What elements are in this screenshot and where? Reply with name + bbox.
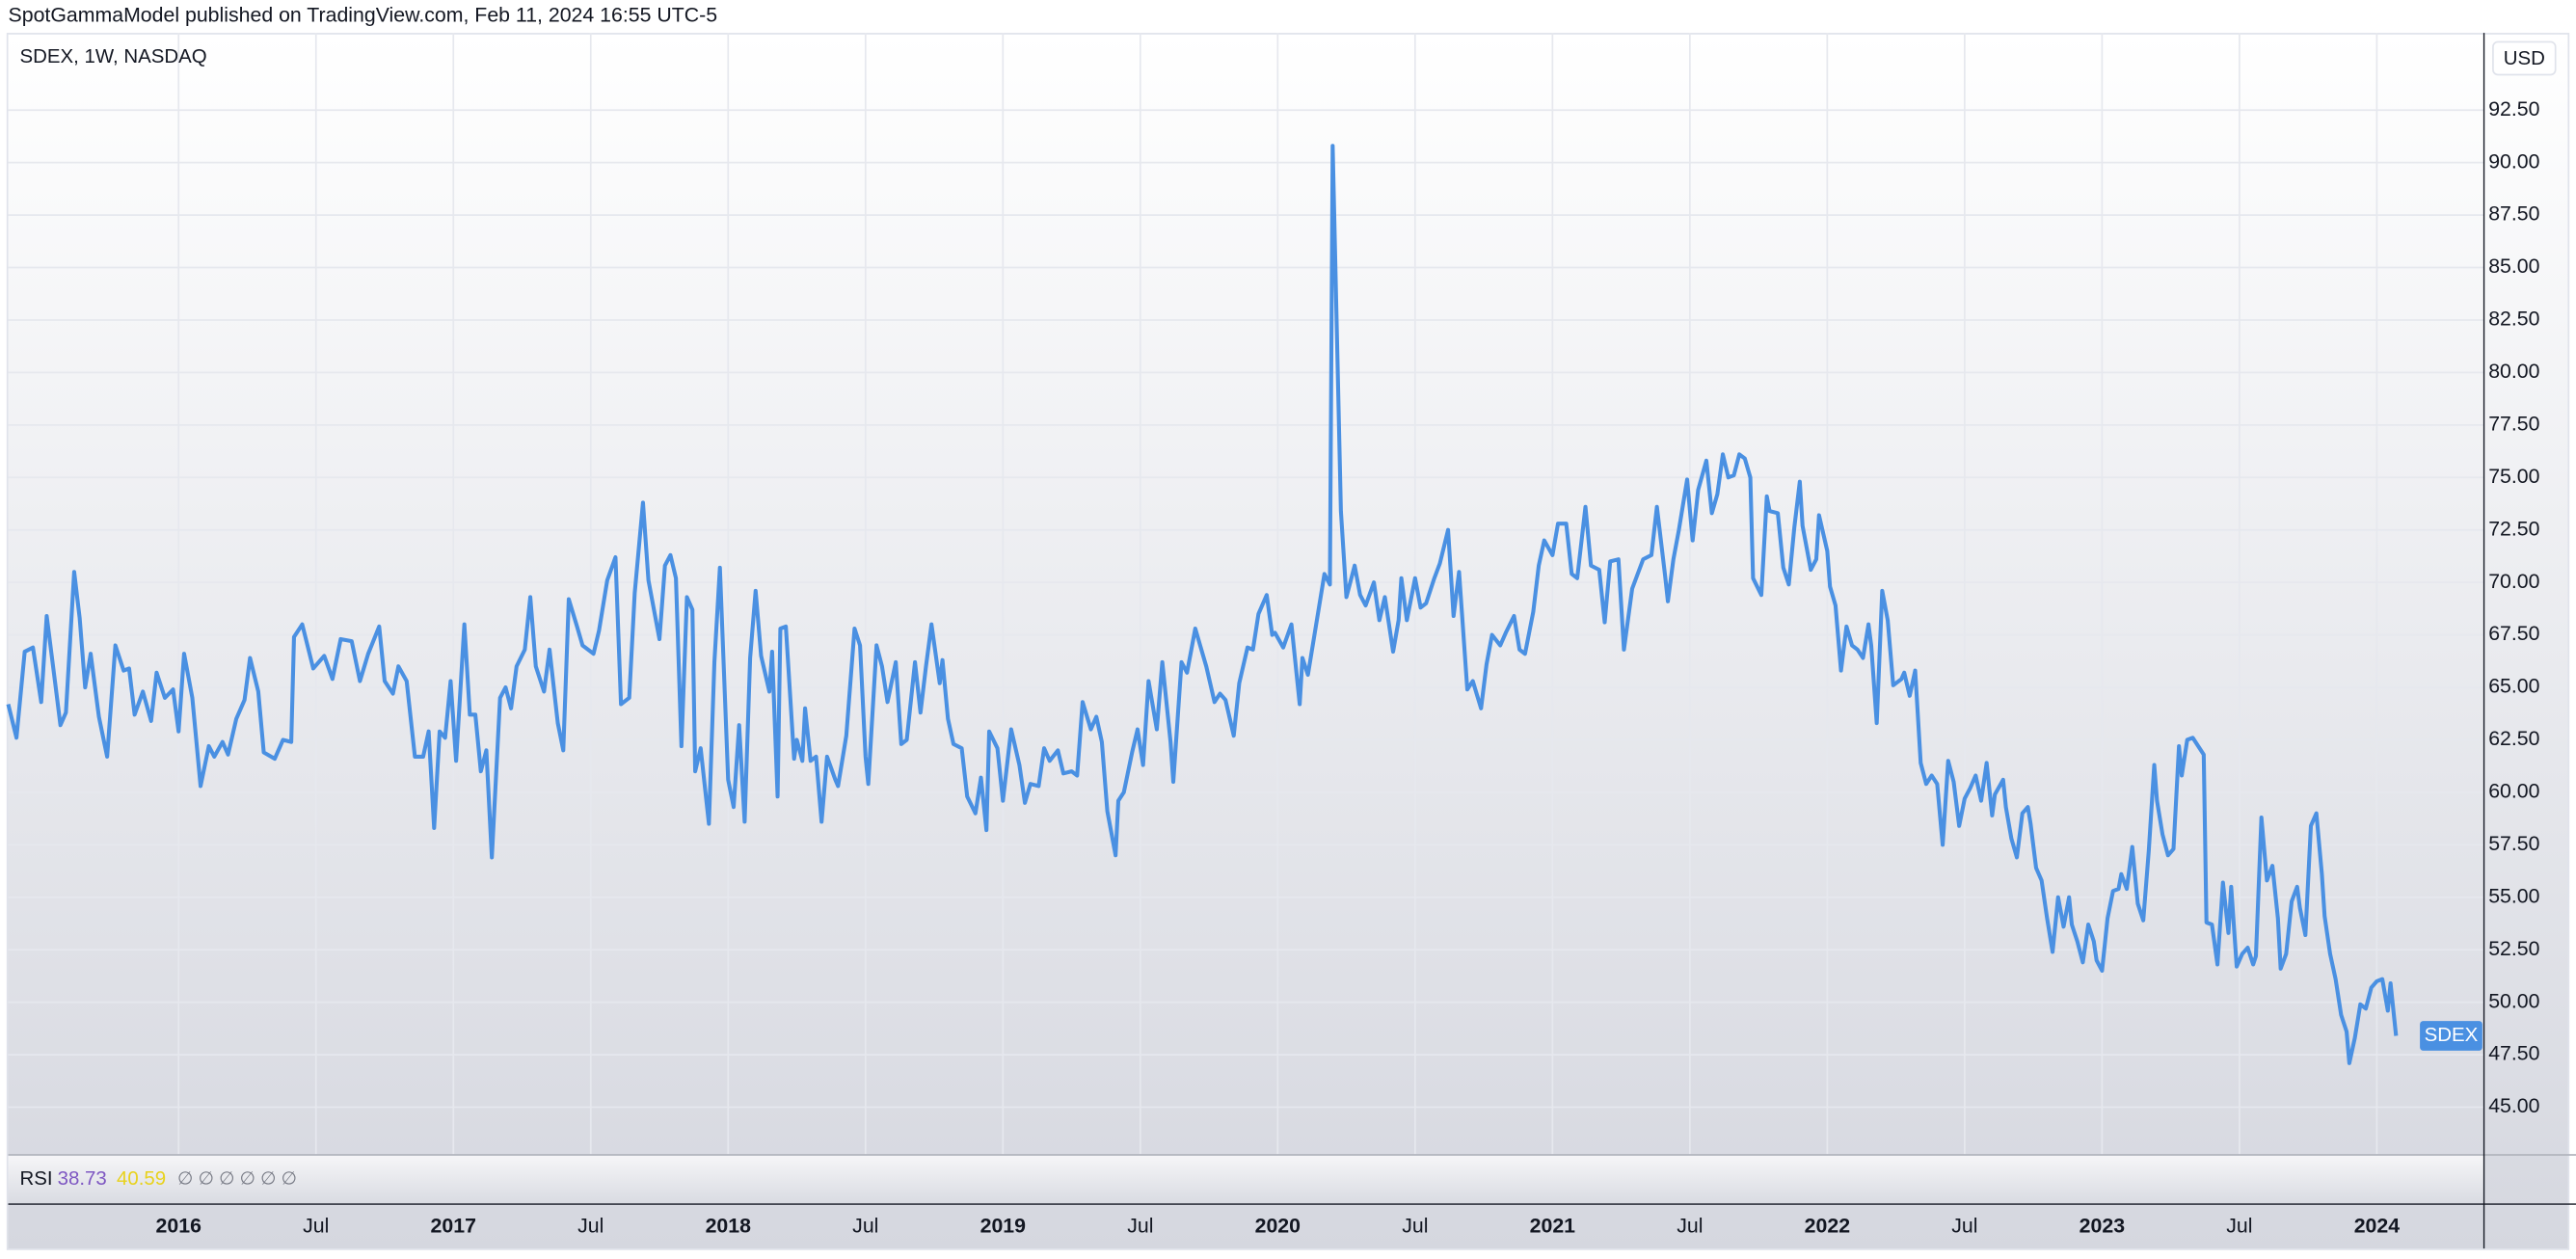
chart-frame: [6, 33, 2570, 1250]
y-tick-label: 80.00: [2488, 360, 2539, 383]
x-tick-label: 2016: [156, 1215, 202, 1238]
x-tick-label: Jul: [2226, 1215, 2252, 1238]
y-tick-label: 65.00: [2488, 675, 2539, 698]
rsi-value: 38.73: [58, 1167, 107, 1190]
price-tag-label: SDEX: [2425, 1024, 2479, 1046]
y-tick-label: 77.50: [2488, 412, 2539, 435]
x-tick-label: 2018: [706, 1215, 752, 1238]
x-tick-label: 2024: [2354, 1215, 2401, 1238]
x-tick-label: 2023: [2080, 1215, 2126, 1238]
x-tick-label: Jul: [1402, 1215, 1428, 1238]
y-tick-label: 87.50: [2488, 202, 2539, 226]
y-tick-label: 50.00: [2488, 989, 2539, 1012]
x-tick-label: Jul: [303, 1215, 329, 1238]
y-tick-label: 70.00: [2488, 570, 2539, 593]
x-tick-label: Jul: [577, 1215, 604, 1238]
y-tick-label: 72.50: [2488, 517, 2539, 540]
price-tag: [2420, 1021, 2482, 1051]
y-tick-label: 85.00: [2488, 254, 2539, 278]
x-tick-label: Jul: [1127, 1215, 1153, 1238]
rsi-placeholders: ∅ ∅ ∅ ∅ ∅ ∅: [177, 1167, 297, 1188]
currency-label: USD: [2504, 47, 2545, 69]
rsi-pane: [8, 1154, 2484, 1205]
x-tick-label: Jul: [852, 1215, 878, 1238]
price-line: [6, 144, 2399, 1065]
x-tick-label: 2021: [1530, 1215, 1576, 1238]
y-tick-label: 75.00: [2488, 465, 2539, 488]
x-tick-label: Jul: [1951, 1215, 1977, 1238]
y-tick-label: 92.50: [2488, 97, 2539, 121]
y-tick-label: 55.00: [2488, 884, 2539, 907]
x-tick-label: 2022: [1805, 1215, 1850, 1238]
y-tick-label: 82.50: [2488, 308, 2539, 331]
rsi-label: RSI: [19, 1167, 52, 1190]
y-tick-label: 62.50: [2488, 727, 2539, 750]
legend-title: SDEX, 1W, NASDAQ: [19, 45, 206, 67]
y-tick-label: 90.00: [2488, 149, 2539, 173]
y-tick-label: 45.00: [2488, 1094, 2539, 1117]
x-tick-label: Jul: [1677, 1215, 1703, 1238]
y-tick-label: 60.00: [2488, 780, 2539, 803]
y-tick-label: 57.50: [2488, 832, 2539, 855]
y-tick-label: 52.50: [2488, 937, 2539, 960]
x-tick-label: 2020: [1255, 1215, 1301, 1238]
plot: [6, 144, 2399, 1065]
y-tick-label: 47.50: [2488, 1042, 2539, 1065]
x-tick-label: 2017: [431, 1215, 476, 1238]
header: SpotGammaModel published on TradingView.…: [9, 4, 718, 27]
rsi-value: 40.59: [117, 1167, 166, 1190]
x-tick-label: 2019: [980, 1215, 1027, 1238]
y-tick-label: 67.50: [2488, 622, 2539, 645]
currency-box[interactable]: [2492, 40, 2557, 76]
